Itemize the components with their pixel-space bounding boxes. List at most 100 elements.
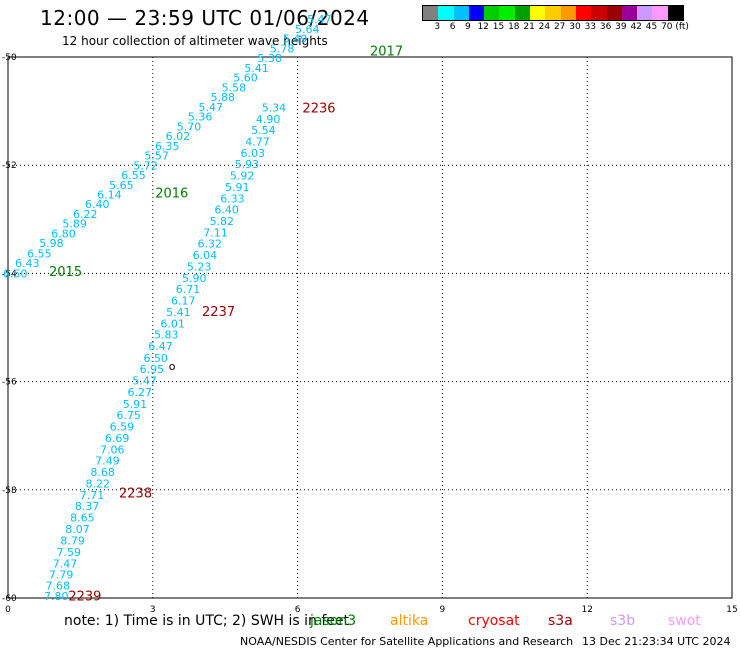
data-point-label: 6.04 (193, 249, 218, 262)
data-point-label: 6.47 (148, 340, 173, 353)
data-point-label: 6.40 (85, 198, 110, 211)
data-point-label: 5.92 (230, 170, 255, 183)
data-point-label: 6.02 (166, 130, 191, 143)
data-point-label: 5.70 (177, 120, 202, 133)
colorbar-label: 39 (615, 22, 627, 32)
colorbar-swatch (621, 6, 638, 20)
data-point-label: 5.78 (270, 42, 295, 55)
data-point-label: 8.22 (86, 477, 111, 490)
data-point-label: 6.32 (198, 238, 223, 251)
colorbar-label: 27 (553, 22, 566, 32)
colorbar-label: 15 (492, 22, 505, 32)
data-point-label: 8.37 (75, 500, 100, 513)
generation-timestamp: 13 Dec 21:23:34 UTC 2024 (582, 635, 731, 648)
data-point-label: 6.22 (73, 208, 98, 221)
colorbar (422, 5, 685, 21)
legend-item-cryosat: cryosat (468, 613, 520, 629)
colorbar-swatch (637, 6, 653, 20)
data-point-label: 7.06 (100, 443, 125, 456)
x-tick-label: 6 (295, 605, 301, 615)
colorbar-swatch (652, 6, 668, 20)
pass-time-label: 2238 (119, 487, 152, 502)
data-point-label: 5.47 (307, 13, 332, 26)
colorbar-swatch (453, 6, 469, 20)
data-point-label: 6.59 (110, 421, 135, 434)
data-point-label: 5.47 (132, 375, 157, 388)
colorbar-labels: 3 6 9 12 15 18 21 24 27 30 33 36 39 42 45 70 (ft) (422, 22, 740, 34)
colorbar-swatch (667, 6, 684, 20)
colorbar-label: 70 (661, 22, 673, 32)
data-point-label: 7.59 (57, 546, 82, 559)
data-point-label: 8.07 (65, 523, 90, 536)
pass-time-label: 2239 (68, 589, 101, 604)
data-point-label: 6.17 (171, 295, 196, 308)
y-tick-label: -58 (2, 486, 17, 496)
data-point-label: 5.98 (39, 237, 64, 250)
credit-text: NOAA/NESDIS Center for Satellite Applica… (240, 635, 574, 648)
colorbar-swatch (468, 6, 485, 20)
data-point-label: 7.49 (95, 455, 120, 468)
data-point-label: 6.80 (51, 227, 76, 240)
data-point-label: 8.65 (70, 511, 95, 524)
data-point-label: 5.38 (257, 52, 282, 65)
footer-note: note: 1) Time is in UTC; 2) SWH is in fe… (64, 613, 350, 629)
colorbar-label: 45 (645, 22, 658, 32)
pass-time-label: 2015 (49, 265, 82, 280)
colorbar-swatch (606, 6, 622, 20)
data-point-label: 4.77 (245, 135, 270, 148)
data-point-label: 5.57 (144, 150, 169, 163)
data-point-label: 5.58 (222, 81, 247, 94)
data-point-label: 6.40 (214, 204, 239, 217)
data-point-label: 8.68 (90, 466, 115, 479)
data-point-label: 7.80 (44, 590, 69, 603)
data-point-label: 6.69 (105, 432, 130, 445)
x-tick-label: 12 (581, 605, 592, 615)
plot-frame (7, 56, 733, 599)
y-tick-label: -52 (2, 161, 17, 171)
data-point-label: 5.82 (210, 215, 235, 228)
data-point-label: 7.79 (49, 568, 74, 581)
colorbar-label: 33 (584, 22, 597, 32)
data-point-label: 5.60 (233, 72, 258, 85)
chart-subtitle: 12 hour collection of altimeter wave hei… (62, 34, 328, 48)
data-point-label: 5.41 (166, 306, 191, 319)
data-point-label: 6.55 (121, 169, 146, 182)
data-point-label: 5.88 (211, 91, 236, 104)
data-point-label: 5.64 (295, 23, 320, 36)
y-tick-label: -60 (2, 594, 17, 604)
colorbar-label: 18 (508, 22, 520, 32)
x-tick-label: 0 (5, 605, 11, 615)
data-point-label: 5.47 (198, 101, 223, 114)
data-point-label: 5.36 (188, 111, 213, 124)
colorbar-swatch (560, 6, 576, 20)
x-tick-label: 3 (150, 605, 156, 615)
pass-time-label: 2017 (370, 45, 403, 60)
data-point-label: 6.14 (97, 188, 122, 201)
colorbar-swatch (423, 6, 439, 20)
legend-item-swot: swot (668, 613, 701, 629)
y-tick-label: -54 (2, 269, 17, 279)
data-point-label: 7.47 (53, 557, 78, 570)
data-point-label: 6.55 (27, 247, 52, 260)
data-point-label: 6.01 (160, 317, 185, 330)
data-point-label: 6.50 (143, 352, 168, 365)
colorbar-label: 9 (465, 22, 471, 32)
colorbar-label: (ft) (675, 22, 689, 32)
colorbar-swatch (438, 6, 454, 20)
data-point-label: 6.43 (15, 257, 40, 270)
data-point-label: 7.11 (203, 226, 228, 239)
colorbar-label: 21 (523, 22, 535, 32)
data-point-label: 4.90 (256, 113, 281, 126)
colorbar-label: 42 (630, 22, 642, 32)
data-point-label: 5.54 (251, 124, 276, 137)
x-tick-label: 15 (726, 605, 737, 615)
data-point-label: 7.71 (80, 489, 105, 502)
data-point-label: 6.35 (155, 140, 180, 153)
data-point-label: 6.50 (3, 267, 28, 280)
data-point-label: 5.91 (123, 398, 148, 411)
data-point-label: 5.49 (283, 33, 308, 46)
colorbar-swatch (591, 6, 607, 20)
data-point-label: 5.93 (235, 158, 260, 171)
colorbar-swatch (575, 6, 592, 20)
